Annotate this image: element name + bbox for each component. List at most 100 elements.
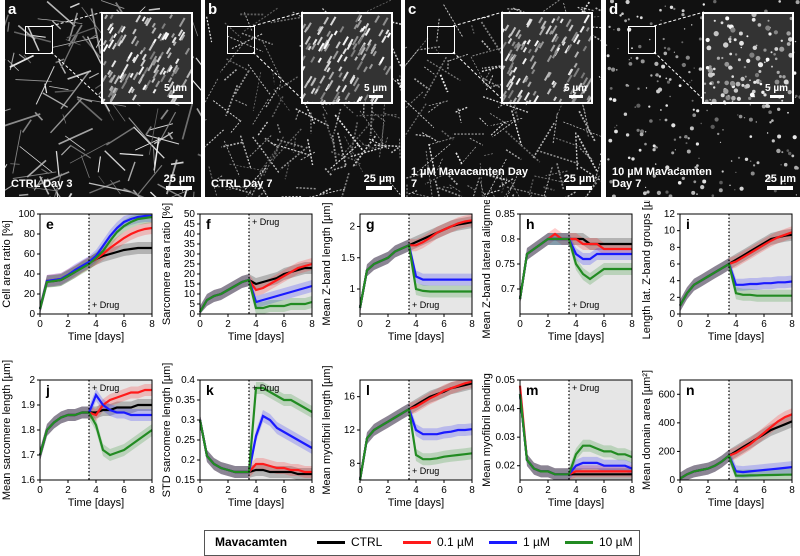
band-c10 [200, 382, 312, 478]
y-tick-label: 0.75 [496, 259, 516, 270]
band-c01 [200, 258, 312, 314]
micrograph-caption: CTRL Day 7 [211, 178, 273, 190]
series-line-c10 [518, 237, 632, 300]
drug-annotation: + Drug [252, 383, 279, 393]
y-axis-label: Mean myofibril bending [481, 373, 493, 487]
inset-scale-label: 5 µm [765, 83, 788, 94]
y-axis-label: Sarcomere area ratio [%] [161, 203, 173, 325]
band-c01 [520, 380, 632, 480]
scale-bar: 25 µm [765, 173, 796, 190]
x-tick-label: 8 [789, 319, 795, 330]
y-tick-label: 20 [184, 269, 196, 280]
x-tick-label: 2 [385, 319, 391, 330]
y-tick-label: 0.7 [501, 284, 515, 295]
legend-swatch-ctrl [317, 541, 345, 545]
zoom-inset: 5 µm [301, 12, 393, 104]
panel-label: f [206, 216, 211, 232]
x-tick-label: 6 [601, 485, 607, 496]
roi-box [427, 26, 455, 54]
scale-label: 25 µm [363, 173, 395, 185]
x-tick-label: 0 [197, 485, 203, 496]
y-tick-label: 10 [664, 226, 676, 237]
x-axis-label: Time [days] [708, 497, 764, 509]
band-c10 [520, 233, 632, 305]
inset-scale-bar: 5 µm [564, 83, 587, 98]
roi-box [628, 26, 656, 54]
y-tick-label: 6 [669, 259, 675, 270]
y-tick-label: 200 [658, 446, 675, 457]
micrograph-caption: 10 µM Mavacamten Day 7 [612, 166, 712, 190]
scale-line [566, 186, 593, 190]
y-tick-label: 0.8 [501, 234, 515, 245]
x-tick-label: 6 [281, 319, 287, 330]
x-axis-label: Time [days] [228, 497, 284, 509]
drug-region [249, 214, 312, 314]
x-axis-label: Time [days] [228, 331, 284, 343]
roi-box [25, 26, 53, 54]
x-axis-label: Time [days] [388, 497, 444, 509]
inset-scale-bar: 5 µm [364, 83, 387, 98]
y-tick-label: 0 [29, 309, 35, 320]
x-axis-label: Time [days] [548, 331, 604, 343]
x-tick-label: 8 [309, 485, 315, 496]
x-tick-label: 4 [733, 485, 739, 496]
panel-label: j [45, 382, 50, 398]
legend-item-01: 0.1 µM [403, 535, 474, 549]
y-tick-label: 35 [184, 239, 196, 250]
band-ctrl [360, 216, 472, 314]
y-tick-label: 40 [24, 269, 36, 280]
band-c10 [40, 214, 152, 314]
drug-region [729, 380, 792, 480]
x-tick-label: 2 [545, 319, 551, 330]
x-tick-label: 4 [253, 319, 259, 330]
x-tick-label: 8 [629, 485, 635, 496]
y-tick-label: 0.04 [496, 404, 516, 415]
y-tick-label: 0.3 [181, 415, 195, 426]
inset-scale-label: 5 µm [164, 83, 187, 94]
legend-title: Mavacamten [215, 535, 288, 549]
x-tick-label: 6 [281, 485, 287, 496]
series-line-c10 [38, 411, 153, 457]
x-tick-label: 2 [65, 319, 71, 330]
y-tick-label: 8 [669, 242, 675, 253]
x-axis-label: Time [days] [388, 331, 444, 343]
x-tick-label: 2 [225, 485, 231, 496]
x-tick-label: 6 [601, 319, 607, 330]
band-c10 [520, 388, 632, 480]
y-tick-label: 400 [658, 418, 675, 429]
x-axis-label: Time [days] [708, 331, 764, 343]
y-tick-label: 4 [669, 276, 675, 287]
x-tick-label: 2 [385, 485, 391, 496]
y-tick-label: 12 [664, 209, 676, 220]
y-tick-label: 0.02 [496, 461, 516, 472]
x-tick-label: 2 [65, 485, 71, 496]
y-tick-label: 12 [344, 425, 356, 436]
panel-label: l [366, 382, 370, 398]
legend-item-ctrl: CTRL [317, 535, 382, 549]
x-tick-label: 2 [545, 485, 551, 496]
scale-bar: 25 µm [564, 173, 595, 190]
zoom-inset: 5 µm [501, 12, 593, 104]
x-tick-label: 4 [413, 319, 419, 330]
legend-label-10: 10 µM [599, 535, 633, 549]
band-c01 [360, 380, 472, 480]
x-tick-label: 4 [733, 319, 739, 330]
y-tick-label: 0.15 [176, 475, 196, 486]
series-line-c10 [518, 394, 633, 476]
panel-label: e [46, 216, 54, 232]
series-line-c10 [358, 243, 472, 309]
y-tick-label: 16 [344, 392, 356, 403]
scale-label: 25 µm [163, 173, 195, 185]
y-tick-label: 0 [189, 309, 195, 320]
chart-panel-k: 0 2 4 6 8 0.15 0.2 0.25 0.3 0.35 0.4 Time [days] STD… [161, 363, 315, 509]
scale-label: 25 µm [764, 173, 796, 185]
series-line-c10 [38, 215, 153, 310]
y-tick-label: 100 [18, 209, 35, 220]
y-tick-label: 0.03 [496, 432, 516, 443]
y-tick-label: 40 [184, 229, 196, 240]
chart-panel-i: 0 2 4 6 8 0 2 4 6 8 10 12 Time [days] Length lat. Z-b… [641, 200, 795, 343]
scale-bar: 25 µm [164, 173, 195, 190]
